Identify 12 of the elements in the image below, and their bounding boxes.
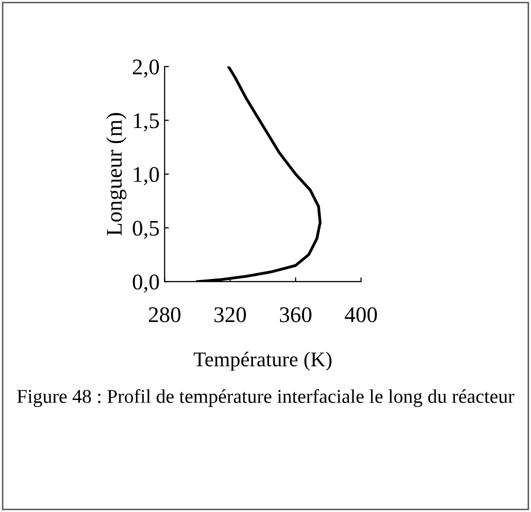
x-axis-title: Température (K) — [194, 352, 332, 371]
y-axis-title: Longueur (m) — [106, 113, 126, 236]
y-tick-label: 0,0 — [132, 274, 159, 293]
y-tick-label: 0,5 — [132, 220, 159, 239]
y-tick-label: 1,0 — [134, 167, 159, 186]
caption: Figure 48 : Profil de température interfaciale le long du réacteur — [17, 389, 514, 408]
x-tick-label: 320 — [214, 307, 246, 322]
x-tick-label: 280 — [148, 307, 180, 322]
x-tick-label: 400 — [344, 307, 377, 322]
y-tick-label: 2,0 — [132, 59, 159, 78]
y-tick-label: 1,5 — [134, 113, 159, 132]
x-tick-label: 360 — [280, 307, 312, 322]
